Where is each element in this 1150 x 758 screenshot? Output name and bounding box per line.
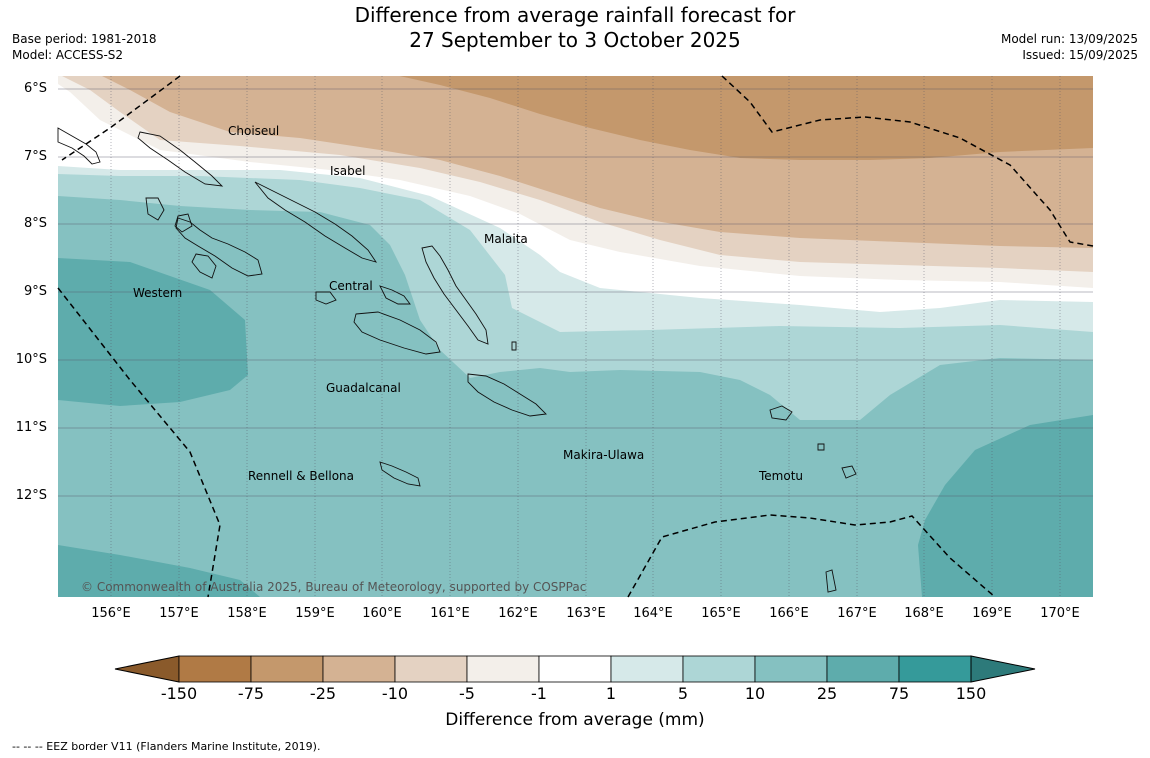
island-small-3 xyxy=(511,341,517,351)
colorbar-tick: 25 xyxy=(816,684,838,703)
colorbar-bin-5 xyxy=(466,655,540,683)
model-run: Model run: 13/09/2025 xyxy=(1000,32,1138,46)
lon-label: 162°E xyxy=(498,606,538,621)
island-choiseul-nw xyxy=(57,127,101,165)
island-guadalcanal xyxy=(353,311,441,355)
lat-label: 9°S xyxy=(23,284,47,299)
colorbar-tick: -150 xyxy=(160,684,198,703)
gridlines xyxy=(58,76,1093,597)
region-label-guadalcanal: Guadalcanal xyxy=(326,381,401,395)
colorbar-bin-4 xyxy=(394,655,468,683)
lon-label: 163°E xyxy=(566,606,606,621)
meta-left: Base period: 1981-2018 Model: ACCESS-S2 xyxy=(12,31,157,63)
island-rendova xyxy=(191,253,217,279)
island-choiseul xyxy=(137,131,224,187)
island-malaita xyxy=(421,245,489,345)
meta-right: Model run: 13/09/2025 Issued: 15/09/2025 xyxy=(1001,31,1138,63)
lon-label: 168°E xyxy=(904,606,944,621)
colorbar-tick: 75 xyxy=(888,684,910,703)
lon-label: 170°E xyxy=(1040,606,1080,621)
colorbar-tick: -1 xyxy=(531,684,547,703)
region-label-rennell-bellona: Rennell & Bellona xyxy=(248,469,355,483)
island-santa-cruz xyxy=(769,405,793,421)
lon-label: 156°E xyxy=(91,606,131,621)
lon-label: 164°E xyxy=(633,606,673,621)
eez-borders xyxy=(57,75,1094,598)
lon-label: 165°E xyxy=(701,606,741,621)
lat-label: 6°S xyxy=(23,81,47,96)
colorbar-tick: 1 xyxy=(605,684,617,703)
colorbar-tick: -5 xyxy=(459,684,475,703)
island-vella xyxy=(145,197,165,221)
lon-label: 161°E xyxy=(430,606,470,621)
island-rennell xyxy=(379,461,421,487)
copyright-notice: © Commonwealth of Australia 2025, Bureau… xyxy=(81,580,587,594)
island-outlines xyxy=(57,127,857,593)
lon-label: 159°E xyxy=(295,606,335,621)
fill-25-75-southeast xyxy=(918,415,1093,597)
region-label-makira-ulawa: Makira-Ulawa xyxy=(563,448,645,462)
eez-legend-note: -- -- -- EEZ border V11 (Flanders Marine… xyxy=(12,740,321,753)
colorbar-bin-2 xyxy=(250,655,324,683)
model-name: Model: ACCESS-S2 xyxy=(12,48,124,62)
colorbar-bin-3 xyxy=(322,655,396,683)
island-vanikoro xyxy=(841,465,857,479)
colorbar-extend-low xyxy=(114,655,180,683)
region-label-western: Western xyxy=(133,286,183,300)
lon-label: 167°E xyxy=(837,606,877,621)
title-line-1: Difference from average rainfall forecas… xyxy=(354,3,796,27)
contour-fills xyxy=(58,76,1093,597)
base-period: Base period: 1981-2018 xyxy=(12,32,157,46)
island-kolombangara xyxy=(174,213,193,233)
island-small-2 xyxy=(825,569,837,593)
island-russell xyxy=(315,291,337,305)
colorbar-extend-high xyxy=(970,655,1036,683)
fill-25-75-west xyxy=(58,258,248,406)
lat-label: 11°S xyxy=(15,420,47,435)
colorbar-bin-1 xyxy=(178,655,252,683)
colorbar-bin-8 xyxy=(682,655,756,683)
title-line-2: 27 September to 3 October 2025 xyxy=(409,28,741,52)
region-label-temotu: Temotu xyxy=(759,469,804,483)
region-label-isabel: Isabel xyxy=(330,164,366,178)
colorbar-bin-10 xyxy=(826,655,900,683)
lat-label: 8°S xyxy=(23,216,47,231)
island-small-1 xyxy=(817,443,825,451)
lat-label: 12°S xyxy=(15,488,47,503)
region-label-malaita: Malaita xyxy=(484,232,528,246)
colorbar-tick: -75 xyxy=(237,684,265,703)
colorbar-tick: 10 xyxy=(744,684,766,703)
island-florida xyxy=(379,285,411,305)
lon-label: 166°E xyxy=(769,606,809,621)
island-isabel xyxy=(254,181,378,263)
colorbar-tick: -25 xyxy=(309,684,337,703)
colorbar-bin-6 xyxy=(538,655,612,683)
lat-label: 7°S xyxy=(23,149,47,164)
colorbar-title: Difference from average (mm) xyxy=(445,710,705,730)
island-new-georgia xyxy=(175,217,263,277)
colorbar-bin-9 xyxy=(754,655,828,683)
colorbar-tick: 150 xyxy=(955,684,987,703)
fill-25-75-southwest xyxy=(58,545,260,597)
lon-label: 169°E xyxy=(972,606,1012,621)
colorbar-bin-7 xyxy=(610,655,684,683)
colorbar-tick: -10 xyxy=(381,684,409,703)
island-makira xyxy=(467,373,547,417)
map-title: Difference from average rainfall forecas… xyxy=(0,3,1150,53)
lat-label: 10°S xyxy=(15,352,47,367)
region-label-central: Central xyxy=(329,279,373,293)
issued-date: Issued: 15/09/2025 xyxy=(1022,48,1138,62)
lon-label: 157°E xyxy=(159,606,199,621)
region-label-choiseul: Choiseul xyxy=(228,124,280,138)
lon-label: 158°E xyxy=(227,606,267,621)
lon-label: 160°E xyxy=(362,606,402,621)
colorbar-bin-11 xyxy=(898,655,972,683)
colorbar xyxy=(114,655,1036,683)
fill-neg75-neg25 xyxy=(399,76,1093,160)
colorbar-tick: 5 xyxy=(677,684,689,703)
